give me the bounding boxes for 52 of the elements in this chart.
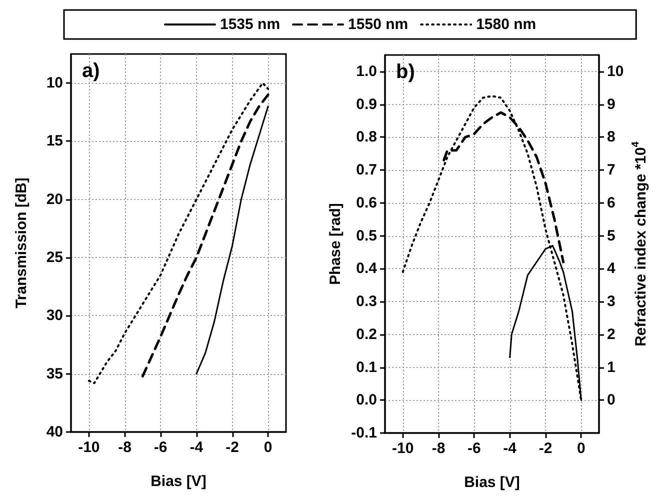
y-tick-label: 0.3 [356, 293, 377, 310]
y-tick-label: 0.2 [356, 326, 377, 343]
y2-tick-label: 0 [607, 392, 616, 409]
y-axis-title: Phase [rad] [327, 203, 344, 285]
y2-tick-label: 3 [607, 293, 616, 310]
legend-label: 1535 nm [220, 16, 280, 33]
y2-tick-label: 4 [607, 260, 616, 278]
y-tick-label: 15 [46, 132, 63, 150]
y-tick-label: 0.5 [356, 227, 377, 244]
y-tick-label: 0.8 [356, 128, 377, 146]
y-tick-label: 40 [46, 424, 63, 440]
x-tick-label: -4 [503, 440, 518, 457]
y2-tick-label: 1 [607, 358, 616, 376]
y2-tick-label: 7 [607, 162, 616, 179]
y-tick-label: 1.0 [356, 62, 377, 80]
x-tick-label: 0 [576, 440, 586, 457]
y-tick-label: 30 [46, 307, 63, 324]
y-tick-label: 0.7 [356, 162, 377, 179]
chart-title: b) [396, 61, 415, 83]
x-tick-label: 0 [264, 439, 272, 456]
y2-axis-title: Refractive index change *104 [630, 141, 650, 346]
y-tick-label: 0.0 [356, 392, 377, 409]
y-tick-label: 0.6 [356, 194, 377, 212]
y-tick-label: 10 [46, 74, 63, 92]
x-tick-label: -4 [190, 439, 204, 456]
x-tick-label: -8 [118, 439, 132, 456]
x-tick-label: -10 [392, 440, 414, 457]
y-tick-label: 0.1 [356, 358, 377, 376]
x-tick-label: -6 [154, 439, 168, 456]
x-tick-label: -8 [432, 440, 446, 457]
x-tick-label: -10 [78, 439, 100, 456]
y-tick-label: 25 [46, 249, 63, 266]
y-tick-label: 0.9 [356, 96, 377, 113]
y-axis-title: Transmission [dB] [13, 178, 30, 308]
x-axis-title: Bias [V] [150, 473, 206, 490]
x-tick-label: -2 [538, 440, 552, 457]
y2-tick-label: 5 [607, 227, 616, 244]
y-tick-label: 20 [46, 190, 63, 208]
y-tick-label: 35 [46, 365, 63, 382]
y2-tick-label: 6 [607, 194, 616, 212]
y-tick-label: -0.1 [351, 424, 377, 442]
x-tick-label: -2 [226, 439, 239, 456]
y2-tick-label: 2 [607, 326, 616, 343]
legend-label: 1550 nm [348, 16, 408, 33]
chart-title: a) [82, 60, 100, 82]
legend-label: 1580 nm [476, 16, 536, 33]
y2-tick-label: 10 [607, 62, 624, 80]
x-tick-label: -6 [467, 440, 481, 457]
y2-tick-label: 8 [607, 128, 616, 146]
y-tick-label: 0.4 [356, 260, 378, 278]
y2-tick-label: 9 [607, 96, 616, 113]
x-axis-title: Bias [V] [464, 474, 520, 491]
